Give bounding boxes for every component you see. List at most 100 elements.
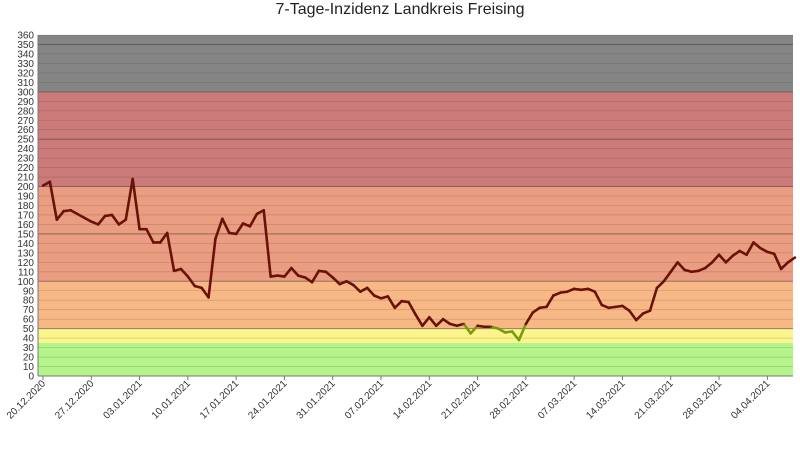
x-tick-label-13: 21.03.2021 [633,378,676,421]
data-point-22 [207,296,210,299]
data-point-97 [725,261,727,264]
series-segment-59 [462,322,472,335]
series-segment-49 [393,299,404,310]
data-point-8 [111,214,113,216]
y-tick-label-190: 190 [17,192,34,203]
data-point-86 [649,309,651,312]
data-point-67 [518,339,520,341]
data-point-42 [345,280,348,283]
y-tick-label-110: 110 [18,267,34,278]
x-tick-label-14: 28.03.2021 [681,378,724,421]
data-point-54 [428,316,431,319]
series-segment-2 [55,209,65,222]
data-point-105 [780,268,783,270]
y-tick-label-180: 180 [17,201,34,212]
series-segment-24 [221,217,231,235]
x-tick-label-15: 04.04.2021 [729,378,772,421]
data-point-82 [621,305,624,307]
data-point-73 [559,291,562,294]
series-segment-60 [469,324,479,335]
series-segment-28 [248,212,259,228]
y-tick-label-70: 70 [23,305,35,316]
series-segment-16 [165,231,176,273]
series-segment-78 [593,290,604,307]
y-tick-label-100: 100 [17,277,34,288]
series-segment-51 [407,300,417,316]
data-point-38 [318,269,320,272]
series-segment-42 [345,279,355,287]
series-segment-44 [359,286,369,293]
band-1 [38,328,793,343]
series-segment-11 [131,177,141,231]
data-point-39 [324,270,327,273]
data-point-63 [490,325,493,328]
data-point-24 [221,217,224,220]
x-tick-label-6: 31.01.2021 [295,378,338,421]
data-point-83 [628,309,631,312]
data-point-37 [311,281,313,284]
series-segment-34 [290,266,300,277]
y-tick-label-80: 80 [23,296,35,307]
data-point-11 [131,178,134,180]
series-segment-26 [234,222,245,236]
series-segment-71 [545,294,555,309]
x-tick-label-1: 27.12.2020 [53,378,96,421]
data-point-2 [55,218,58,221]
y-tick-label-300: 300 [17,87,34,98]
y-tick-label-310: 310 [17,78,34,89]
series-segment-67 [517,322,528,342]
data-point-58 [455,324,458,327]
series-segment-100 [745,241,755,257]
series-segment-37 [310,269,321,284]
data-point-78 [593,290,596,293]
series-segment-45 [365,286,376,297]
y-tick-label-320: 320 [17,68,34,79]
data-point-19 [186,275,189,278]
data-point-80 [607,306,610,309]
data-point-48 [387,295,389,298]
x-tick-label-7: 07.02.2021 [343,378,386,421]
series-segment-9 [117,218,128,226]
data-point-61 [476,324,479,327]
data-point-106 [787,261,789,264]
y-tick-label-340: 340 [17,49,34,60]
data-point-55 [435,324,438,327]
data-point-6 [97,223,100,226]
x-tick-label-9: 21.02.2021 [440,378,483,421]
series-segment-94 [703,261,714,270]
data-point-44 [359,290,362,293]
data-point-51 [407,301,410,304]
data-point-47 [380,297,382,300]
series-segment-48 [386,295,397,310]
data-point-17 [173,269,175,272]
y-tick-label-60: 60 [23,315,35,326]
data-point-84 [635,319,638,322]
data-point-77 [587,287,589,290]
data-point-56 [442,318,444,321]
data-point-15 [159,241,162,244]
y-tick-label-30: 30 [23,343,35,354]
data-point-14 [152,241,155,244]
data-point-74 [566,290,569,293]
y-tick-label-250: 250 [17,135,34,146]
data-point-25 [228,232,231,234]
series-segment-86 [648,286,659,312]
data-point-41 [338,283,341,286]
series-segment-33 [283,266,293,278]
data-point-64 [497,327,500,330]
data-point-30 [262,209,265,212]
data-point-92 [690,270,693,273]
data-point-26 [235,233,238,235]
band-0 [38,342,793,376]
data-point-62 [483,325,486,328]
data-point-36 [304,276,307,279]
data-point-35 [297,274,300,277]
y-tick-label-160: 160 [17,220,34,231]
data-point-100 [745,253,748,256]
y-tick-label-50: 50 [23,324,35,335]
series-segment-69 [531,306,541,314]
data-point-27 [242,222,244,225]
y-tick-label-170: 170 [17,210,34,221]
data-point-81 [614,305,617,308]
data-point-79 [600,304,603,306]
